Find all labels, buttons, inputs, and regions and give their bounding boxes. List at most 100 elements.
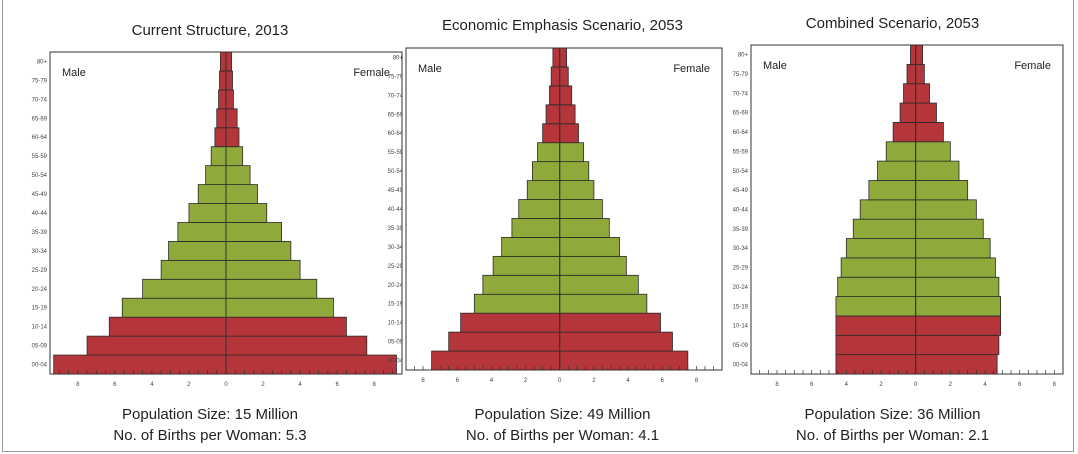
- male-bar-00-04: [53, 354, 227, 375]
- male-bar-75-79: [906, 63, 917, 85]
- age-label: 00-04: [32, 363, 48, 369]
- age-label: 60-64: [32, 135, 48, 141]
- male-bar-45-49: [526, 180, 561, 200]
- male-bar-70-74: [218, 89, 227, 110]
- male-bar-00-04: [431, 350, 561, 371]
- age-label: 35-39: [32, 230, 48, 236]
- age-label: 00-04: [733, 362, 749, 368]
- male-bar-20-24: [837, 276, 917, 297]
- male-bar-35-39: [852, 218, 917, 239]
- male-bar-55-59: [885, 141, 917, 162]
- x-tick-label: 2: [879, 382, 883, 388]
- male-bar-75-79: [219, 70, 227, 91]
- male-bar-05-09: [86, 335, 227, 356]
- x-tick-label: 6: [113, 382, 117, 388]
- age-label: 00-04: [388, 359, 404, 365]
- female-bar-40-44: [225, 203, 268, 223]
- chart-title: Economic Emphasis Scenario, 2053: [442, 17, 683, 34]
- female-bar-30-34: [225, 241, 292, 261]
- age-label: 20-24: [32, 287, 48, 293]
- male-bar-80+: [552, 47, 561, 68]
- age-label: 15-19: [733, 304, 749, 310]
- female-bar-40-44: [915, 199, 977, 220]
- age-label: 80+: [37, 59, 48, 65]
- x-tick-label: 2: [261, 382, 265, 388]
- male-bar-60-64: [214, 127, 227, 148]
- female-bar-55-59: [915, 141, 951, 162]
- female-bar-15-19: [559, 293, 648, 314]
- female-bar-10-14: [225, 316, 347, 337]
- age-label: 30-34: [32, 249, 48, 255]
- age-label: 40-44: [388, 207, 404, 213]
- x-tick-label: 6: [810, 382, 814, 388]
- female-bar-25-29: [559, 255, 627, 276]
- chart-caption: Population Size: 49 Million No. of Birth…: [390, 404, 735, 446]
- age-label: 30-34: [733, 246, 749, 252]
- male-bar-80+: [220, 51, 227, 72]
- age-label: 55-59: [733, 149, 749, 155]
- x-tick-label: 4: [490, 378, 494, 384]
- male-bar-40-44: [518, 199, 561, 219]
- female-bar-05-09: [915, 334, 1000, 356]
- male-bar-05-09: [448, 331, 561, 352]
- age-label: 05-09: [32, 344, 48, 350]
- female-bar-65-69: [225, 108, 238, 129]
- male-bar-55-59: [210, 146, 227, 167]
- age-label: 35-39: [733, 227, 749, 233]
- female-bar-35-39: [559, 218, 610, 238]
- male-bar-20-24: [142, 278, 227, 299]
- age-label: 10-14: [32, 325, 48, 331]
- age-label: 45-49: [733, 188, 749, 194]
- x-tick-label: 2: [592, 378, 596, 384]
- age-label: 15-19: [32, 306, 48, 312]
- female-bar-70-74: [915, 83, 930, 104]
- female-bar-50-54: [225, 165, 251, 185]
- male-bar-45-49: [197, 184, 227, 204]
- female-bar-80+: [915, 44, 924, 65]
- male-bar-30-34: [168, 241, 227, 261]
- population-size-label: Population Size: 36 Million: [804, 406, 981, 423]
- male-bar-50-54: [877, 160, 917, 181]
- male-label: Male: [418, 63, 442, 75]
- female-bar-20-24: [915, 276, 1000, 297]
- age-label: 65-69: [32, 116, 48, 122]
- age-label: 65-69: [733, 111, 749, 117]
- age-label: 05-09: [388, 340, 404, 346]
- female-bar-70-74: [559, 85, 573, 106]
- age-label: 05-09: [733, 343, 749, 349]
- age-label: 50-54: [32, 173, 48, 179]
- female-bar-10-14: [559, 312, 661, 333]
- female-bar-65-69: [559, 104, 576, 125]
- female-bar-05-09: [225, 335, 368, 356]
- female-bar-00-04: [559, 350, 689, 371]
- pyramid-chart: Male Female 00-04 05-09 10-14 15-19 20-24 25-29…: [733, 44, 1064, 388]
- male-bar-60-64: [542, 123, 561, 144]
- panel-current-structure: Current Structure, 2013 Male Female 00-04 0…: [20, 0, 403, 454]
- x-tick-label: 4: [298, 382, 302, 388]
- age-label: 10-14: [733, 324, 749, 330]
- population-size-label: Population Size: 15 Million: [122, 406, 298, 423]
- age-label: 45-49: [32, 192, 48, 198]
- x-tick-label: 0: [224, 382, 228, 388]
- x-tick-label: 2: [187, 382, 191, 388]
- x-tick-label: 6: [1018, 382, 1022, 388]
- female-bar-50-54: [915, 160, 960, 181]
- x-tick-label: 8: [421, 378, 425, 384]
- male-bar-25-29: [840, 257, 917, 278]
- chart-caption: Population Size: 15 Million No. of Birth…: [20, 404, 400, 446]
- x-tick-label: 4: [983, 382, 987, 388]
- births-per-woman-label: No. of Births per Woman: 2.1: [795, 427, 990, 444]
- age-label: 20-24: [388, 283, 404, 289]
- age-label: 75-79: [32, 78, 48, 84]
- age-label: 65-69: [388, 112, 404, 118]
- female-bar-25-29: [915, 257, 996, 278]
- age-label: 40-44: [733, 208, 749, 214]
- age-label: 10-14: [388, 321, 404, 327]
- age-label: 80+: [393, 55, 404, 61]
- x-tick-label: 8: [1053, 382, 1057, 388]
- male-bar-15-19: [473, 293, 561, 314]
- chart-title: Combined Scenario, 2053: [805, 15, 980, 32]
- male-bar-10-14: [108, 316, 227, 337]
- male-bar-65-69: [216, 108, 227, 129]
